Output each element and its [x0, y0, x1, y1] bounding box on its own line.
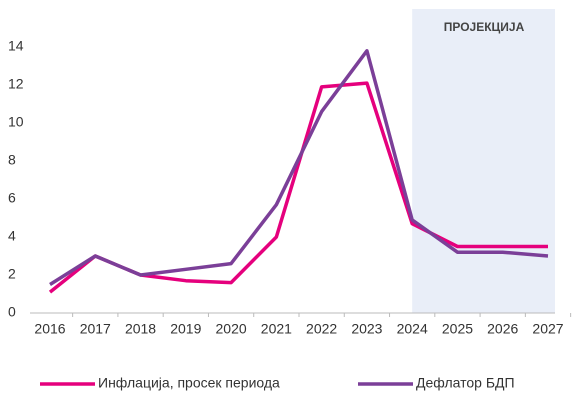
x-tick-label: 2024 — [397, 321, 428, 337]
y-tick-label: 2 — [8, 266, 16, 282]
y-tick-label: 0 — [8, 304, 16, 320]
y-tick-label: 8 — [8, 152, 16, 168]
projection-area — [412, 9, 555, 313]
y-tick-label: 4 — [8, 228, 16, 244]
x-tick-label: 2018 — [125, 321, 156, 337]
projection-label: ПРОЈЕКЦИЈА — [444, 20, 525, 34]
legend-label: Дефлатор БДП — [416, 375, 515, 391]
x-tick-label: 2023 — [351, 321, 382, 337]
x-tick-label: 2016 — [34, 321, 65, 337]
legend-label: Инфлација, просек периода — [98, 375, 280, 391]
x-tick-label: 2026 — [487, 321, 518, 337]
x-tick-label: 2019 — [170, 321, 201, 337]
y-tick-label: 6 — [8, 190, 16, 206]
x-tick-label: 2021 — [261, 321, 292, 337]
y-tick-label: 14 — [8, 38, 24, 54]
y-tick-label: 10 — [8, 114, 24, 130]
x-tick-label: 2025 — [442, 321, 473, 337]
series-line — [49, 49, 549, 286]
y-tick-label: 12 — [8, 76, 24, 92]
x-tick-label: 2020 — [216, 321, 247, 337]
x-tick-label: 2022 — [306, 321, 337, 337]
x-tick-label: 2017 — [80, 321, 111, 337]
x-tick-label: 2027 — [532, 321, 563, 337]
